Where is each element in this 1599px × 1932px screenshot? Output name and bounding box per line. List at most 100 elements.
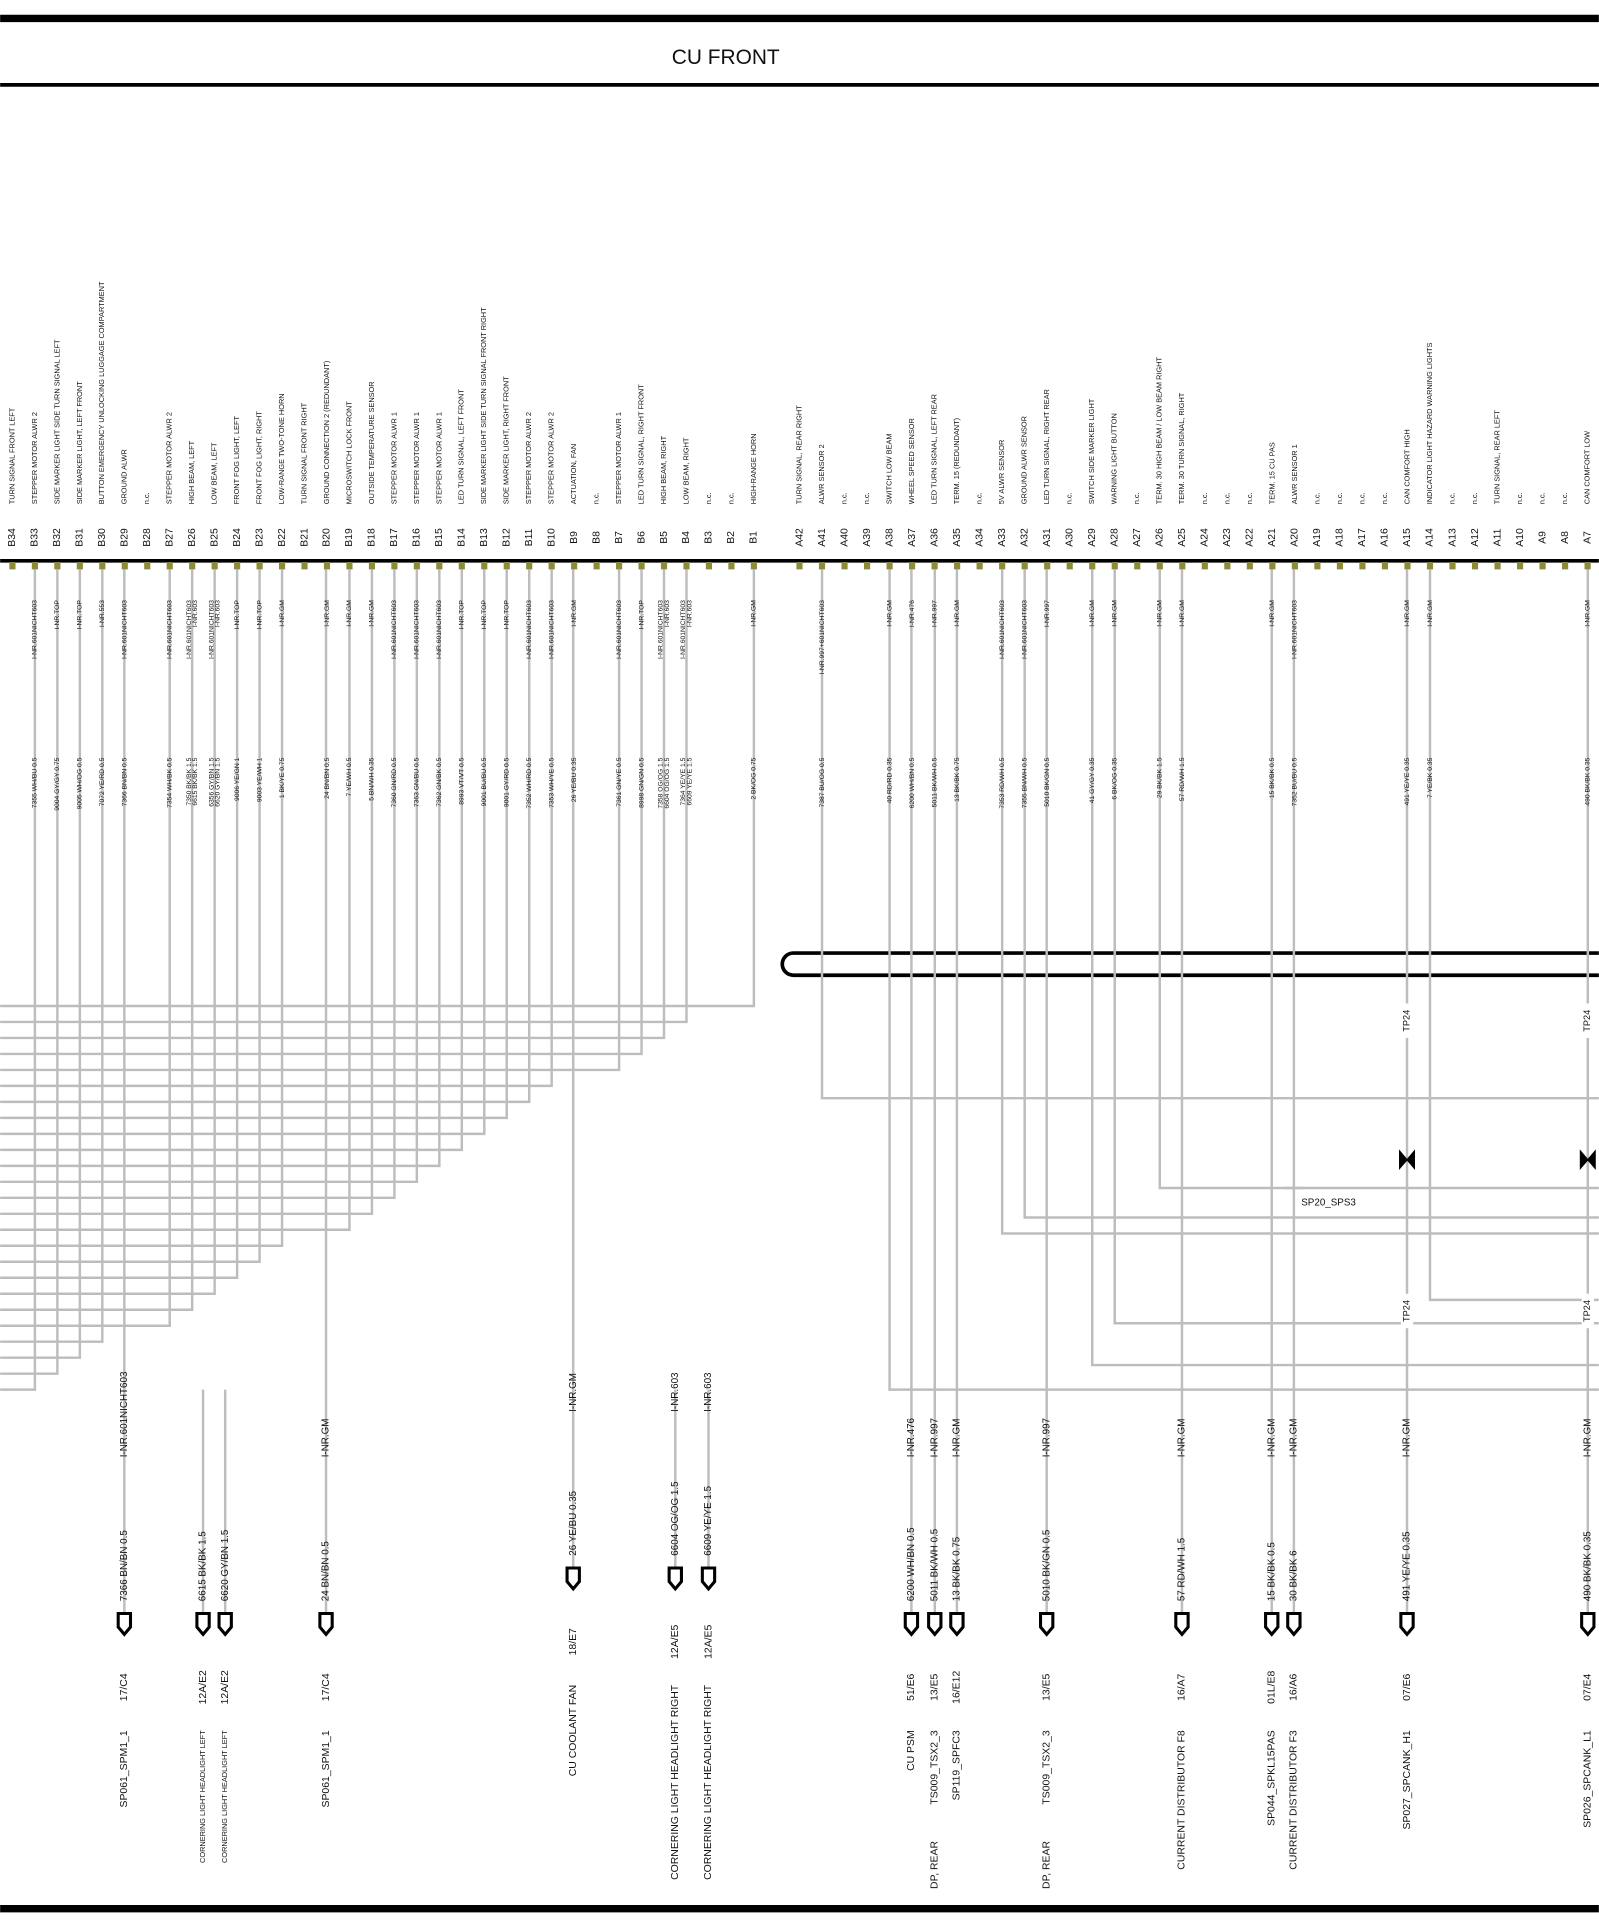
pin-id: B13 (479, 528, 490, 547)
connector-pin: 16/E12 (952, 1671, 963, 1704)
wire-spec: 7364 YE/YE 1.5 (680, 757, 687, 805)
connector-symbol (1174, 1611, 1190, 1637)
connector-symbol (195, 1611, 211, 1637)
pin-description: INDICATOR LIGHT HAZARD WARNING LIGHTS (1425, 342, 1434, 504)
test-point: TP24 (1582, 1010, 1592, 1032)
pin-description: LOW-RANGE TWO-TONE HORN (277, 393, 286, 504)
test-point: TP24 (1582, 1300, 1592, 1322)
wire (0, 569, 666, 1040)
wire (0, 569, 396, 1200)
pin-id: A15 (1402, 528, 1413, 547)
wire-spec: 6620 GY/BN 1.5 (215, 757, 222, 806)
connector-name: CURRENT DISTRIBUTOR F8 (1177, 1730, 1188, 1870)
wires (0, 562, 1599, 1614)
pin-description: n.c. (1470, 492, 1479, 504)
wire-net: I-NR.601NICHT603 (658, 600, 665, 659)
pin-id: B10 (546, 528, 557, 547)
pin-terminal (1179, 562, 1186, 570)
pin-id: B21 (299, 528, 310, 547)
pin-id: B12 (502, 528, 513, 547)
pin-description: LED TURN SIGNAL, LEFT REAR (930, 394, 939, 504)
wire-spec: 491 YE/YE 0.35 (1404, 757, 1411, 805)
pin-id: A25 (1177, 528, 1188, 547)
connector-net: I-NR.GM (1402, 1419, 1413, 1458)
pin-terminal (1111, 562, 1118, 570)
wire-spec: 7360 GN/RD 0.5 (391, 757, 398, 807)
wire-net: I-NR.GM (1269, 600, 1276, 627)
pin-description: GROUND ALWR (120, 449, 129, 504)
pin-terminal (458, 562, 465, 570)
wire-net: I-NR.GM (954, 600, 961, 627)
wire-spec: 5 BN/WH 0.35 (369, 757, 376, 800)
wire (1113, 569, 1599, 1325)
pin-terminal (1291, 562, 1298, 570)
pin-id: B1 (749, 531, 760, 544)
pin-terminal (1089, 562, 1096, 570)
pin-description: n.c. (1515, 492, 1524, 504)
pin-description: TURN SIGNAL, REAR RIGHT (794, 405, 803, 504)
wire-spec: 2 BK/OG 0.75 (751, 757, 758, 799)
pin-description: n.c. (704, 492, 713, 504)
wire (0, 569, 351, 1232)
pin-terminal (571, 562, 578, 570)
pin-terminal (931, 562, 938, 570)
pin-description: STEPPER MOTOR ALWR 2 (524, 412, 533, 504)
connector-name: TS009_TSX2_3 (930, 1730, 941, 1804)
pin-id: B28 (142, 528, 153, 547)
wire (0, 569, 59, 1375)
pin-description: STEPPER MOTOR ALWR 1 (434, 412, 443, 504)
pin-description: WHEEL SPEED SENSOR (907, 418, 916, 504)
pin-description: ACTUATION, FAN (569, 444, 578, 504)
wire-net: I-NR.601NICHT603 (414, 600, 421, 659)
pin-description: MICROSWITCH LOCK FRONT (344, 401, 353, 505)
wire-net: I-NR.TOP (256, 600, 263, 630)
pin-description: n.c. (726, 492, 735, 504)
connector-name: SP026_SPCANK_L1 (1583, 1730, 1594, 1828)
pin-description: n.c. (142, 492, 151, 504)
pin-terminal (1224, 562, 1231, 570)
pin-id: B3 (704, 531, 715, 544)
pin-id: A27 (1132, 528, 1143, 547)
pin-terminal (278, 562, 286, 570)
pin-id: A9 (1537, 531, 1548, 544)
pin-id: A7 (1582, 531, 1593, 544)
pin-id: A19 (1312, 528, 1323, 547)
wire-spec: 15 BK/BK 0.5 (1269, 757, 1276, 798)
connector-pin: 07/E4 (1583, 1673, 1594, 1700)
wire-net: I-NR.GM (886, 600, 893, 627)
pin-id: A33 (997, 528, 1008, 547)
pin-terminal (616, 562, 623, 570)
pin-description: n.c. (1560, 492, 1569, 504)
wire-spec: 490 BK/BK 0.35 (1584, 757, 1591, 805)
connector-net: I-NR.GM (952, 1419, 963, 1458)
wire-net: I-NR.TOP (638, 600, 645, 630)
pin-description: GROUND ALWR SENSOR (1020, 416, 1029, 504)
connector-wire: 6609 YE/YE 1.5 (703, 1485, 714, 1555)
pin-description: CAN COMFORT HIGH (1402, 429, 1411, 504)
wire-net: I-NR.GM (1584, 600, 1591, 627)
wire-spec: 7358 OG/OG 1.5 (658, 757, 665, 808)
connector-name: SP044_SPKL15PAS (1267, 1730, 1278, 1826)
pin-terminal (638, 562, 645, 570)
wire-spec: 7353 WH/YE 0.5 (548, 757, 555, 808)
connector-pin: 13/E5 (1041, 1673, 1052, 1700)
connector-wire: 5010 BK/GN 0.5 (1041, 1529, 1052, 1601)
pin-terminal (1584, 562, 1591, 570)
pin-description: HIGH-RANGE HORN (749, 433, 758, 504)
wire-net: I-NR.601NICHT603 (616, 600, 623, 659)
pin-description: TERM. 30 HIGH BEAM / LOW BEAM RIGHT (1155, 357, 1164, 505)
wire (0, 569, 104, 1343)
wire (0, 569, 643, 1056)
pin-id: A38 (884, 528, 895, 547)
pin-terminal (503, 562, 510, 570)
pin-id: A10 (1515, 528, 1526, 547)
pin-description: LED TURN SIGNAL, LEFT FRONT (457, 389, 466, 505)
pin-description: n.c. (1538, 492, 1547, 504)
wire-spec: 6615 BK/BK 1.5 (192, 757, 199, 805)
wire-spec: 7361 GN/YE 0.5 (616, 757, 623, 806)
connector-net: I-NR.476 (906, 1417, 917, 1457)
wire-net: I-NR.603 (686, 600, 693, 627)
pin-description: n.c. (1222, 492, 1231, 504)
connector-name: CU PSM (906, 1730, 917, 1771)
pin-terminal (166, 562, 173, 570)
